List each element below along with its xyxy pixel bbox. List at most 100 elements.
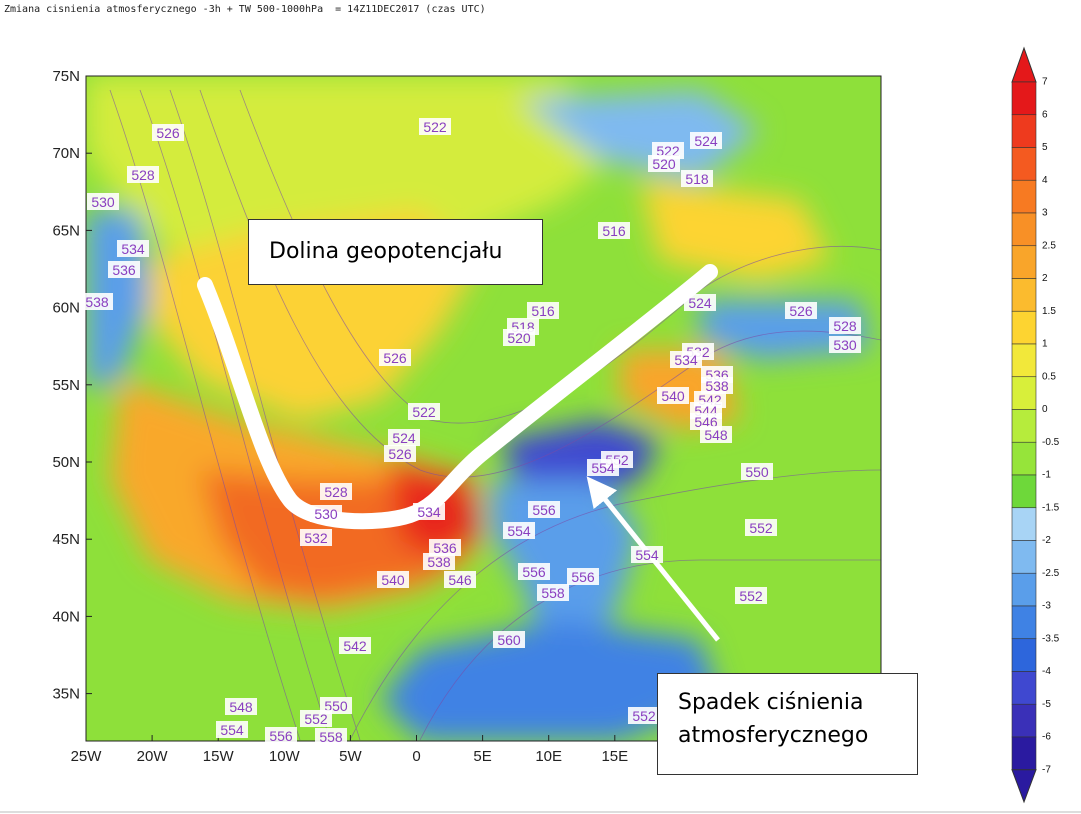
contour-label: 538	[701, 377, 733, 394]
contour-label-text: 524	[694, 133, 718, 149]
contour-label-bg	[444, 571, 476, 588]
lat-label: 40N	[52, 608, 80, 625]
contour-label-bg	[388, 429, 420, 446]
lon-label: 5W	[339, 748, 362, 765]
colorbar-segment	[1011, 638, 1037, 672]
contour-label-bg	[216, 721, 248, 738]
contour-label: 532	[300, 529, 332, 546]
contour-label-bg	[377, 571, 409, 588]
colorbar-label: -1.5	[1042, 502, 1060, 513]
contour-label: 548	[225, 698, 257, 715]
colorbar-label: 0	[1042, 404, 1048, 415]
contour-label-text: 526	[789, 303, 813, 319]
contour-label: 528	[127, 166, 159, 183]
contour-label: 526	[379, 349, 411, 366]
contour-label-text: 522	[412, 404, 436, 420]
contour-label: 552	[628, 707, 660, 724]
contour-label-bg	[567, 568, 599, 585]
contour-label-text: 552	[632, 708, 656, 724]
contour-label: 524	[388, 429, 420, 446]
contour-label: 530	[310, 505, 342, 522]
contour-label-bg	[648, 155, 680, 172]
colorbar-segment	[1011, 179, 1037, 214]
contour-label: 552	[745, 519, 777, 536]
colorbar-segment	[1011, 114, 1037, 148]
colorbar-label: 0.5	[1042, 371, 1056, 382]
lon-label: 15E	[601, 748, 628, 765]
contour-label: 516	[527, 302, 559, 319]
contour-label: 540	[657, 387, 689, 404]
contour-label: 560	[493, 631, 525, 648]
contour-label-text: 560	[497, 632, 521, 648]
contour-label-bg	[300, 710, 332, 727]
colorbar-label: 4	[1042, 175, 1048, 186]
contour-label-bg	[735, 587, 767, 604]
contour-label-text: 528	[131, 167, 155, 183]
contour-label: 548	[700, 426, 732, 443]
contour-label-bg	[413, 503, 445, 520]
colorbar-segment	[1011, 703, 1037, 738]
colorbar-label: -3	[1042, 601, 1051, 612]
contour-label-bg	[518, 563, 550, 580]
lon-label: 20W	[137, 748, 169, 765]
contour-label-bg	[587, 459, 619, 476]
contour-label: 542	[339, 637, 371, 654]
contour-label-bg	[652, 142, 684, 159]
contour-label-bg	[684, 294, 716, 311]
colorbar-arrow-top	[1011, 46, 1037, 83]
contour-label: 554	[631, 546, 663, 563]
contour-label-bg	[503, 329, 535, 346]
contour-label-bg	[690, 413, 722, 430]
colorbar-segment	[1011, 409, 1037, 443]
contour-label-text: 538	[427, 554, 451, 570]
contour-label: 520	[648, 155, 680, 172]
colorbar-label: -1	[1042, 470, 1051, 481]
contour-label-bg	[527, 302, 559, 319]
contour-label-text: 538	[705, 378, 729, 394]
colorbar-segment	[1011, 441, 1037, 476]
contour-label-bg	[701, 377, 733, 394]
colorbar-segment	[1011, 212, 1037, 247]
contour-label-text: 526	[383, 350, 407, 366]
contour-label-bg	[503, 522, 535, 539]
contour-label-bg	[300, 529, 332, 546]
contour-label: 550	[741, 463, 773, 480]
contour-label-text: 520	[652, 156, 676, 172]
contour-label-text: 524	[392, 430, 416, 446]
contour-label: 536	[108, 261, 140, 278]
lat-label: 45N	[52, 531, 80, 548]
contour-label: 538	[81, 293, 113, 310]
contour-label-bg	[87, 193, 119, 210]
contour-label-text: 556	[522, 564, 546, 580]
colorbar-label: -3.5	[1042, 633, 1060, 644]
lon-label: 10W	[269, 748, 301, 765]
lat-label: 75N	[52, 68, 80, 85]
contour-label-text: 528	[833, 318, 857, 334]
contour-label: 556	[528, 501, 560, 518]
colorbar-segment	[1011, 278, 1037, 312]
contour-label: 520	[503, 329, 535, 346]
lat-label: 35N	[52, 686, 80, 703]
contour-label: 524	[684, 294, 716, 311]
contour-label-text: 526	[388, 446, 412, 462]
colorbar-segment	[1011, 540, 1037, 574]
contour-label: 516	[598, 222, 630, 239]
contour-label-bg	[384, 445, 416, 462]
contour-label-bg	[408, 403, 440, 420]
contour-label-text: 534	[674, 352, 698, 368]
contour-label-text: 530	[91, 194, 115, 210]
contour-label-bg	[745, 519, 777, 536]
annotation-box: Spadek ciśnienia atmosferycznego	[657, 673, 918, 775]
lon-label: 25W	[71, 748, 103, 765]
contour-label-bg	[423, 553, 455, 570]
contour-label: 526	[785, 302, 817, 319]
contour-label: 546	[444, 571, 476, 588]
contour-label-bg	[429, 539, 461, 556]
contour-label-bg	[670, 351, 702, 368]
contour-label: 526	[152, 124, 184, 141]
colorbar-segment	[1011, 343, 1037, 378]
contour-label-bg	[108, 261, 140, 278]
contour-label: 558	[537, 584, 569, 601]
